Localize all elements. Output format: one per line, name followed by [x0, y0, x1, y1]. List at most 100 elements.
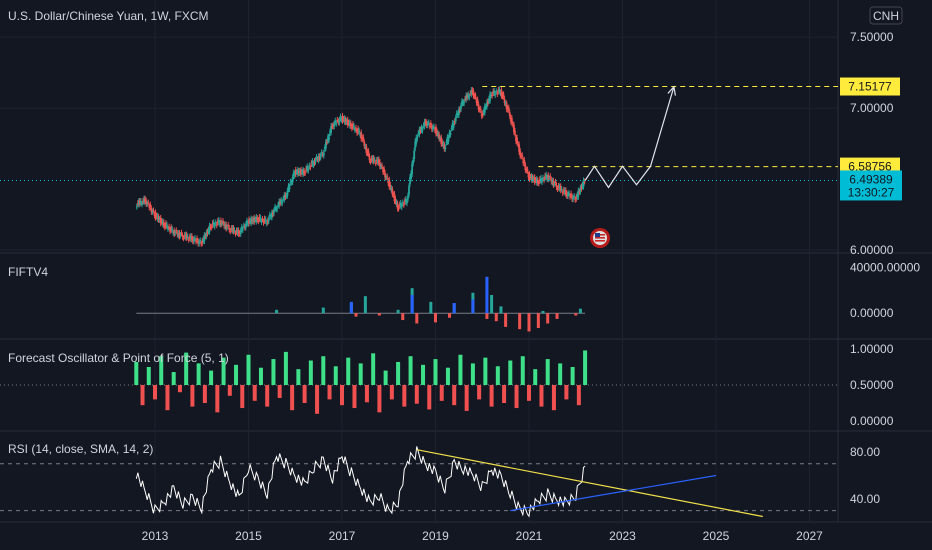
osc-bar	[246, 354, 251, 385]
candle-body	[224, 224, 227, 228]
osc-bar	[558, 363, 563, 385]
candle-body	[370, 158, 373, 160]
candle-body	[342, 118, 345, 120]
osc-bar	[564, 385, 569, 400]
candle-body	[463, 102, 465, 104]
candle-body	[341, 115, 344, 122]
fif-bar	[578, 308, 582, 314]
candle-body	[394, 198, 397, 202]
fif-bar	[499, 306, 503, 314]
candle-body	[566, 193, 568, 197]
candle-body	[306, 166, 309, 170]
candle-body	[300, 169, 302, 175]
candle-body	[235, 230, 238, 233]
candle-body	[236, 230, 239, 234]
osc-bar	[414, 385, 419, 404]
candle-body	[270, 212, 273, 218]
candle-body	[339, 116, 342, 119]
candle-body	[522, 160, 525, 164]
candle-body	[296, 169, 299, 175]
currency-badge-frame[interactable]	[869, 6, 903, 25]
candle-body	[541, 180, 543, 183]
candle-body	[454, 117, 457, 122]
candle-body	[540, 177, 542, 181]
candle-body	[269, 216, 272, 218]
candle-body	[346, 119, 349, 126]
fif-bar	[518, 313, 522, 330]
candle-body	[313, 160, 316, 164]
rsi-line	[135, 446, 586, 518]
candle-body	[152, 210, 155, 212]
currency-badge[interactable]: CNH	[873, 9, 899, 23]
candle-body	[573, 196, 576, 198]
candle-body	[320, 152, 323, 154]
x-tick-label: 2015	[235, 529, 262, 543]
candle-body	[555, 185, 558, 188]
candle-body	[421, 129, 424, 131]
candle-body	[324, 141, 327, 149]
candle-body	[380, 166, 382, 168]
candle-body	[309, 167, 312, 169]
candle-body	[438, 134, 441, 139]
candle-body	[160, 221, 163, 223]
osc-bar	[221, 357, 226, 385]
price-tick-label: 6.00000	[850, 243, 894, 257]
candle-body	[429, 123, 432, 126]
candle-body	[213, 225, 216, 227]
us-flag-icon[interactable]	[590, 228, 610, 248]
osc-bar	[371, 353, 376, 385]
candle-body	[237, 230, 240, 235]
candle-body	[256, 217, 259, 220]
candle-body	[308, 165, 311, 167]
osc-bar	[315, 385, 320, 414]
candle-body	[518, 144, 521, 152]
candle-body	[415, 137, 418, 144]
osc-bar	[202, 385, 207, 403]
candle-body	[542, 177, 544, 179]
candle-body	[233, 229, 236, 231]
osc-bar	[146, 367, 151, 385]
candle-body	[496, 93, 499, 95]
fif-bar	[546, 313, 550, 324]
candle-body	[267, 218, 270, 222]
candle-body	[307, 168, 310, 171]
candle-body	[199, 240, 202, 242]
candle-body	[364, 146, 367, 148]
candle-body	[524, 164, 527, 170]
price-pane	[0, 85, 838, 247]
osc-bar	[452, 385, 457, 406]
candle-body	[491, 95, 494, 97]
candle-body	[322, 152, 325, 156]
candle-body	[221, 223, 223, 225]
candle-body	[217, 219, 220, 223]
candle-body	[154, 212, 157, 218]
candle-body	[250, 218, 252, 224]
candle-body	[343, 118, 346, 122]
candle-body	[223, 223, 225, 226]
candle-body	[297, 170, 300, 174]
osc-tick-label: 1.00000	[850, 342, 894, 356]
chart-title: U.S. Dollar/Chinese Yuan, 1W, FXCM	[8, 9, 209, 23]
osc-bar	[184, 352, 189, 385]
candle-body	[446, 137, 449, 143]
candle-body	[209, 226, 212, 228]
candle-body	[579, 187, 582, 192]
candle-body	[392, 194, 395, 196]
candle-body	[317, 156, 320, 161]
fif-bar	[536, 313, 540, 329]
candle-body	[462, 102, 464, 104]
candle-body	[391, 189, 394, 195]
osc-bar	[445, 367, 450, 385]
candle-body	[487, 101, 489, 104]
osc-bar	[396, 361, 401, 385]
candle-body	[466, 95, 469, 98]
fif-pane-label: FIFTV4	[8, 265, 48, 279]
candle-body	[188, 236, 191, 239]
candle-body	[183, 234, 186, 237]
candle-body	[174, 232, 177, 234]
candle-body	[279, 201, 282, 204]
x-tick-label: 2021	[516, 529, 543, 543]
candle-body	[505, 103, 508, 110]
candle-body	[557, 185, 560, 188]
candle-body	[285, 195, 288, 197]
